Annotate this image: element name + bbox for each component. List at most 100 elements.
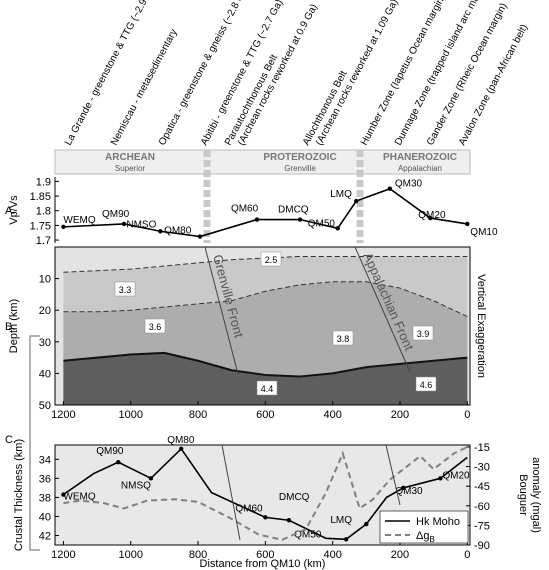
- panel-label: C.: [5, 434, 16, 446]
- station-label: LMQ: [330, 515, 352, 526]
- y-tick-label: 40: [39, 511, 51, 523]
- station-label: QM20: [442, 470, 470, 481]
- layer-label: 3.3: [119, 285, 132, 295]
- station-point: [401, 485, 406, 491]
- y2-tick-label: -60: [474, 501, 490, 513]
- layer-label: 4.6: [420, 380, 433, 390]
- x-tick-label: 600: [256, 549, 274, 561]
- layer-label: 3.9: [417, 329, 430, 339]
- eon-name: ARCHEAN: [105, 152, 155, 163]
- right-label: Vertical Exaggeration: [475, 274, 487, 378]
- y2-tick-label: -75: [474, 520, 490, 532]
- eon-region: Grenville: [284, 164, 316, 173]
- station-label: QM80: [164, 226, 192, 237]
- station-point: [438, 476, 443, 481]
- station-point: [286, 518, 292, 523]
- y-tick-label: 38: [39, 492, 51, 504]
- station-label: QM50: [308, 218, 336, 229]
- y2-axis-label: Bouguer: [517, 474, 529, 516]
- y-tick-label: 30: [39, 337, 51, 349]
- y-tick-label: 34: [39, 454, 51, 466]
- province-label: (Archean rocks reworked at 1.09 Ga): [314, 0, 401, 147]
- x-tick-label: 1200: [51, 549, 75, 561]
- station-point: [465, 221, 470, 227]
- x-tick-label: 800: [189, 409, 207, 421]
- legend-name: Hk Moho: [416, 516, 460, 528]
- grenville-front-line: [221, 444, 241, 541]
- station-label: QM90: [96, 446, 124, 457]
- station-label: QM50: [294, 529, 322, 540]
- appalachian-front-line: [354, 246, 411, 373]
- station-point: [364, 521, 369, 527]
- layer-label: 3.6: [149, 322, 162, 332]
- plot-frame: [54, 444, 471, 546]
- bracket: [29, 335, 40, 551]
- y-tick-label: 1.75: [30, 220, 51, 232]
- x-tick-label: 800: [189, 549, 207, 561]
- station-point: [179, 446, 184, 452]
- station-label: NMSO: [126, 219, 156, 230]
- station-label: WEMQ: [63, 215, 95, 226]
- station-point: [428, 215, 433, 221]
- station-point: [387, 186, 393, 191]
- station-point: [263, 515, 268, 520]
- legend-box: [379, 510, 469, 544]
- legend-subscript: B: [429, 535, 434, 544]
- layer-label-box: [260, 251, 282, 267]
- station-label: NMSQ: [121, 480, 151, 491]
- y2-tick-label: -30: [474, 462, 490, 474]
- station-point: [197, 234, 203, 239]
- station-point: [297, 217, 303, 222]
- x-tick-label: 1200: [51, 409, 75, 421]
- y2-axis-label: anomaly (mgal): [530, 457, 542, 533]
- eon-region: Appalachian: [398, 164, 442, 173]
- y-tick-label: 20: [39, 305, 51, 317]
- x-tick-label: 600: [256, 409, 274, 421]
- eon-band: [54, 149, 471, 175]
- y-tick-label: 1.7: [36, 235, 51, 247]
- x-tick-label: 1000: [118, 409, 142, 421]
- grenville-front-line: [204, 246, 239, 375]
- layer-label: 3.8: [337, 334, 350, 344]
- y-axis-label: Vp/Vs: [8, 195, 20, 225]
- x-tick-label: 200: [391, 409, 409, 421]
- station-label: QM60: [231, 204, 259, 215]
- plot-frame: [54, 246, 471, 406]
- layer-label-box: [114, 281, 136, 297]
- province-label: Avalon Zone (pan-African belt): [457, 23, 530, 148]
- x-tick-label: 200: [391, 549, 409, 561]
- layer-label-box: [332, 330, 354, 346]
- station-label: QM80: [167, 435, 195, 446]
- station-label: DMCQ: [279, 492, 310, 503]
- eon-region: Superior: [115, 164, 146, 173]
- station-point: [61, 492, 66, 497]
- y-tick-label: 42: [39, 530, 51, 542]
- station-label: LMQ: [330, 189, 352, 200]
- station-label: WEMQ: [63, 492, 95, 503]
- y-tick-label: 1.9: [36, 176, 51, 188]
- x-tick-label: 400: [323, 549, 341, 561]
- legend-name: Δg: [416, 530, 429, 542]
- legend-label: ΔgB: [416, 530, 435, 544]
- y-tick-label: 10: [39, 274, 51, 286]
- layer-label-box: [256, 380, 278, 396]
- station-label: QM60: [235, 503, 263, 514]
- y-axis-label: Crustal Thickness (km): [13, 439, 25, 551]
- x-axis-label: Distance from QM10 (km): [200, 558, 326, 570]
- panel-label: A.: [5, 205, 15, 217]
- station-point: [121, 221, 127, 227]
- y2-tick-label: -15: [474, 442, 490, 454]
- y-tick-label: 40: [39, 368, 51, 380]
- station-label: QM10: [470, 227, 498, 238]
- province-label: (Archean rocks reworked at 0.9 Ga): [236, 2, 320, 147]
- station-point: [354, 198, 359, 204]
- layer-label-box: [415, 376, 437, 392]
- x-tick-label: 0: [464, 549, 470, 561]
- panel-label: B.: [5, 321, 15, 333]
- layer-label-box: [144, 318, 166, 334]
- legend-label: Hk Moho: [416, 516, 460, 528]
- x-tick-label: 1000: [118, 549, 142, 561]
